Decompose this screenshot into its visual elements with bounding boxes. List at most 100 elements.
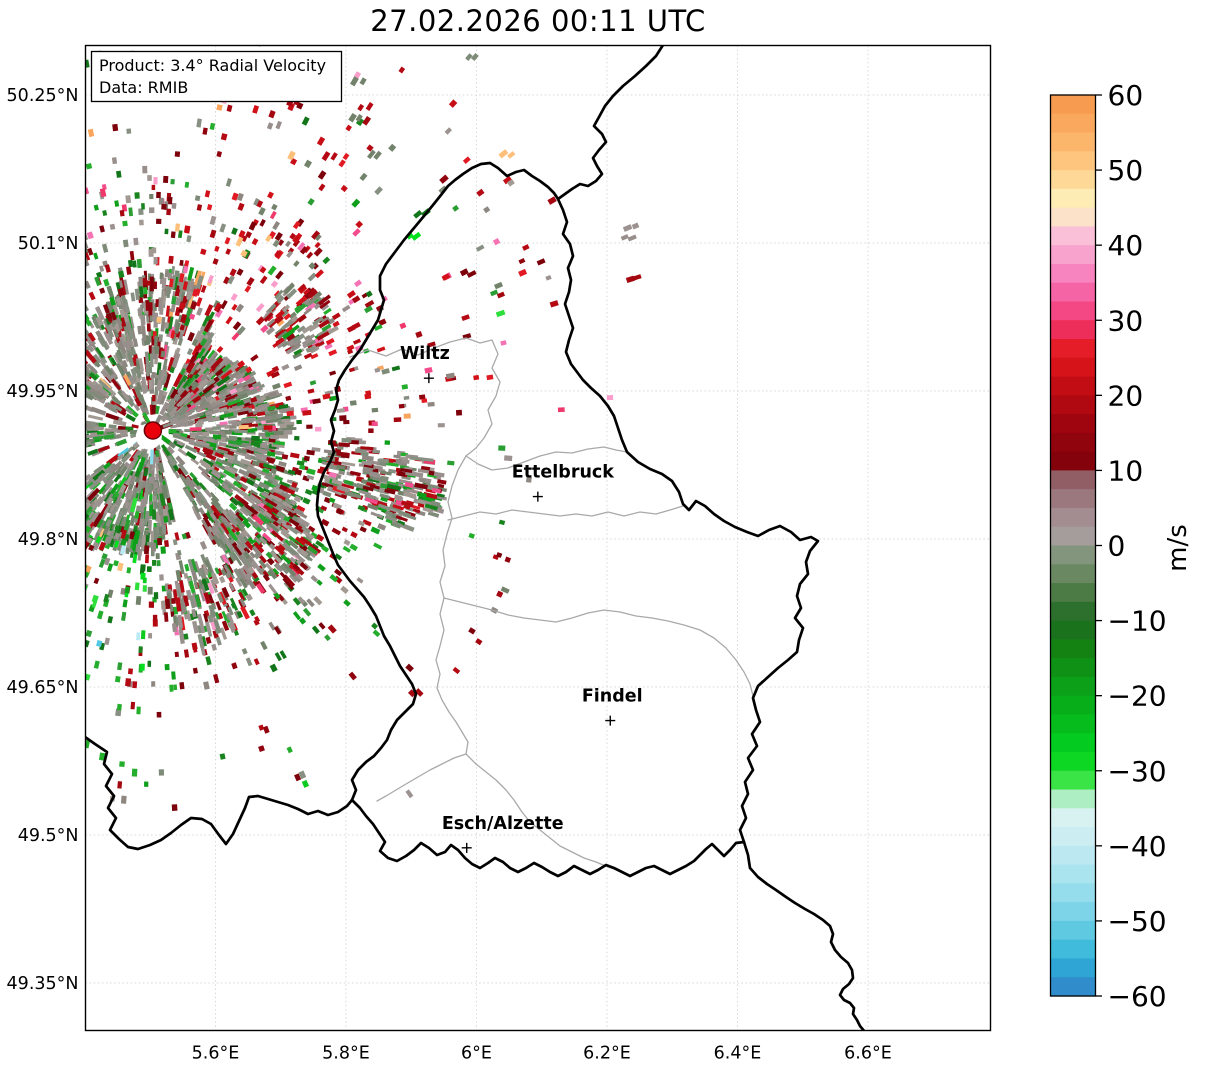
radar-gate	[216, 592, 224, 603]
radar-gate	[245, 478, 255, 486]
radar-gate	[334, 568, 343, 577]
radar-gate	[186, 348, 193, 356]
radar-gate	[161, 524, 167, 535]
radar-gate	[212, 300, 221, 309]
radar-gate	[364, 299, 375, 308]
radar-gate	[245, 366, 253, 374]
radar-gate	[46, 438, 59, 442]
radar-gate	[340, 585, 349, 594]
radar-gate	[95, 315, 104, 327]
radar-gate	[50, 496, 61, 505]
radar-gate	[74, 435, 83, 439]
radar-gate	[379, 493, 391, 500]
radar-gate	[216, 375, 231, 387]
radar-gate	[145, 363, 150, 377]
radar-gate	[45, 464, 57, 471]
radar-gate	[459, 268, 469, 277]
radar-gate	[139, 286, 144, 298]
radar-gate	[296, 516, 310, 528]
radar-gate	[25, 759, 32, 767]
radar-gate	[303, 307, 312, 316]
radar-gate	[239, 577, 248, 589]
radar-gate	[144, 351, 150, 365]
radar-gate	[160, 444, 171, 457]
radar-gate	[30, 439, 40, 443]
radar-gate	[50, 407, 64, 413]
radar-gate	[54, 214, 60, 222]
radar-gate	[283, 581, 291, 589]
radar-gate	[265, 419, 278, 424]
radar-gate	[401, 384, 409, 390]
radar-gate	[53, 316, 61, 324]
radar-gate	[496, 552, 503, 558]
radar-gate	[136, 632, 141, 641]
radar-gate	[35, 598, 42, 605]
radar-gate	[66, 486, 75, 494]
radar-gate	[160, 322, 166, 332]
radar-gate	[205, 414, 213, 420]
radar-gate	[243, 546, 251, 555]
radar-gate	[271, 382, 281, 390]
radar-gate	[22, 637, 28, 644]
radar-gate	[174, 223, 181, 232]
radar-gate	[149, 353, 154, 368]
radar-gate	[253, 619, 260, 626]
radar-gate	[127, 259, 134, 268]
radar-gate	[92, 319, 100, 329]
radar-gate	[17, 321, 25, 328]
radar-gate	[187, 331, 195, 342]
radar-gate	[179, 580, 185, 593]
radar-gate	[53, 417, 65, 422]
radar-gate	[268, 543, 276, 551]
radar-gate	[64, 458, 79, 466]
radar-gate	[272, 338, 285, 348]
radar-gate	[200, 285, 207, 293]
radar-gate	[251, 502, 261, 512]
radar-gate	[391, 522, 402, 529]
radar-gate	[121, 204, 128, 212]
radar-gate	[145, 300, 150, 311]
radar-gate	[88, 372, 98, 381]
radar-gate	[7, 486, 15, 493]
radar-gate	[71, 326, 79, 335]
radar-gate	[238, 468, 251, 478]
radar-gate	[74, 503, 84, 513]
radar-gate	[50, 519, 60, 529]
radar-gate	[34, 421, 48, 425]
y-axis-tick-label: 49.8°N	[18, 530, 79, 550]
radar-gate	[196, 420, 204, 426]
radar-gate	[286, 288, 298, 299]
radar-gate	[16, 450, 29, 456]
radar-gate	[85, 582, 89, 593]
radar-gate	[146, 323, 151, 332]
radar-gate	[153, 501, 158, 510]
radar-gate	[65, 352, 73, 360]
radar-gate	[374, 367, 381, 373]
radar-gate	[253, 198, 260, 206]
radar-gate	[173, 319, 180, 332]
radar-gate	[24, 448, 34, 452]
radar-gate	[107, 563, 114, 572]
radar-gate	[65, 753, 71, 761]
radar-gate	[85, 487, 86, 497]
radar-gate	[37, 437, 46, 441]
radar-gate	[260, 324, 269, 333]
radar-gate	[87, 487, 101, 502]
radar-gate	[289, 556, 297, 564]
radar-gate	[22, 443, 35, 448]
radar-gate	[2, 503, 13, 511]
radar-gate	[422, 507, 434, 514]
radar-gate	[281, 319, 294, 331]
radar-gate	[224, 465, 237, 475]
radar-gate	[66, 556, 73, 563]
radar-gate	[361, 460, 373, 466]
radar-gate	[102, 210, 108, 216]
radar-gate	[393, 454, 401, 459]
radar-gate	[40, 603, 48, 612]
radar-gate	[152, 509, 156, 520]
radar-gate	[2, 430, 9, 434]
radar-gate	[48, 347, 60, 358]
radar-gate	[0, 502, 14, 512]
radar-gate	[419, 478, 426, 483]
radar-gate	[41, 426, 50, 430]
